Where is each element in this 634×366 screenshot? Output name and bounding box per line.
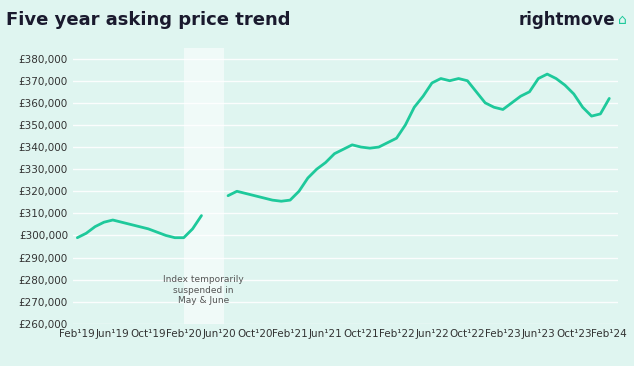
Text: ⌂: ⌂: [618, 13, 627, 27]
Text: rightmove: rightmove: [519, 11, 615, 29]
Text: Index temporarily
suspended in
May & June: Index temporarily suspended in May & Jun…: [164, 275, 244, 305]
Text: Five year asking price trend: Five year asking price trend: [6, 11, 291, 29]
Bar: [184, 48, 224, 324]
